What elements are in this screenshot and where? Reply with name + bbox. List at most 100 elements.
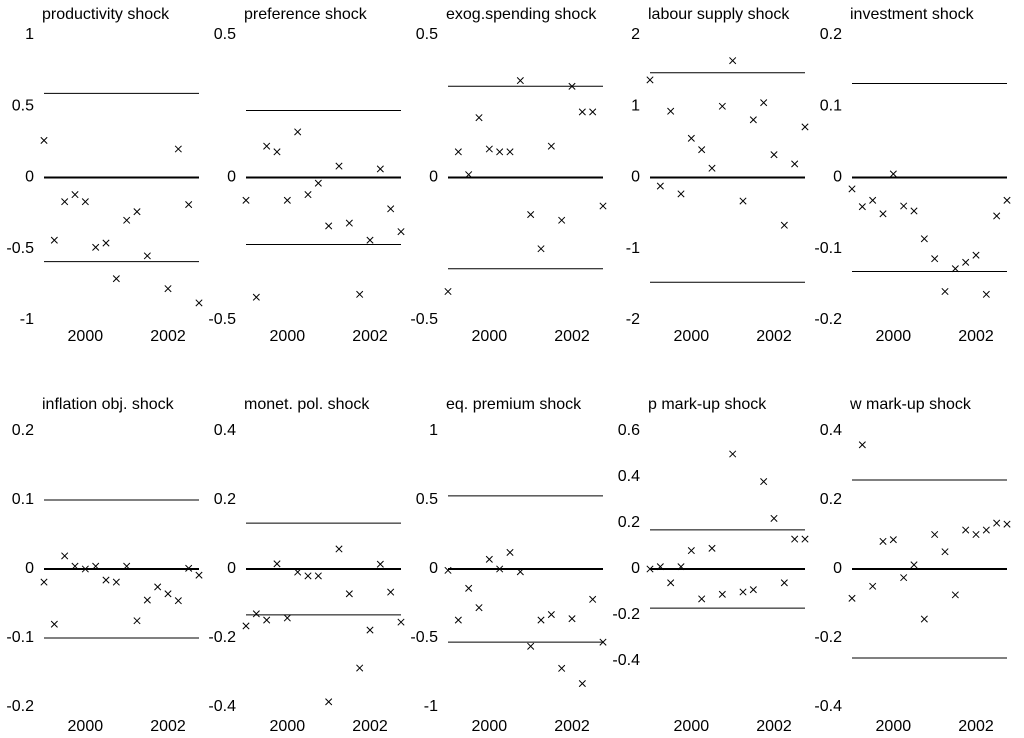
panel-title: productivity shock: [42, 6, 170, 23]
panel: p mark-up shock -0.4 -0.2 0 0.2 0.4 0.6 2000 200…: [612, 396, 809, 735]
marker: [325, 698, 333, 706]
marker: [185, 564, 193, 572]
marker: [718, 102, 726, 110]
marker: [848, 594, 856, 602]
y-tick-label: 0: [227, 169, 236, 186]
panel: labour supply shock -2 -1 0 1 2 2000 2002: [626, 6, 809, 345]
marker: [687, 134, 695, 142]
marker: [356, 664, 364, 672]
marker: [708, 544, 716, 552]
y-tick-label: 1: [631, 97, 640, 114]
marker: [858, 441, 866, 449]
marker: [242, 196, 250, 204]
marker: [667, 579, 675, 587]
marker: [920, 615, 928, 623]
marker: [366, 236, 374, 244]
panel-title: exog.spending shock: [446, 6, 597, 23]
marker: [677, 190, 685, 198]
marker: [931, 530, 939, 539]
marker: [879, 210, 887, 218]
marker: [780, 221, 788, 229]
marker: [50, 620, 58, 628]
panel: inflation obj. shock -0.2 -0.1 0 0.1 0.2 2000 2…: [6, 396, 203, 735]
panel-title: labour supply shock: [648, 6, 790, 23]
marker: [931, 255, 939, 263]
y-tick-label: 0.4: [618, 468, 640, 485]
marker: [304, 572, 312, 580]
marker: [40, 136, 48, 145]
x-tick-label: 2000: [472, 328, 508, 345]
marker: [81, 565, 89, 573]
marker: [578, 679, 586, 688]
marker: [760, 478, 768, 486]
marker: [387, 588, 395, 596]
marker: [729, 57, 737, 65]
marker: [496, 565, 504, 573]
y-tick-label: -0.2: [814, 311, 842, 328]
marker: [568, 82, 576, 90]
y-tick-label: 0.5: [214, 26, 236, 43]
marker: [547, 610, 555, 619]
marker: [770, 514, 778, 522]
marker: [972, 530, 980, 539]
marker: [112, 578, 120, 586]
marker: [951, 591, 959, 599]
marker: [729, 450, 737, 458]
marker: [123, 562, 131, 570]
marker: [900, 574, 908, 582]
marker: [749, 116, 757, 124]
x-tick-label: 2002: [554, 328, 590, 345]
marker: [143, 596, 151, 604]
marker: [397, 618, 405, 626]
marker: [164, 590, 172, 598]
panel: monet. pol. shock -0.4 -0.2 0 0.2 0.4 2000 2002: [208, 396, 405, 735]
marker: [475, 604, 483, 612]
marker: [133, 208, 141, 216]
marker: [123, 216, 131, 224]
y-tick-label: -0.5: [208, 311, 236, 328]
panel: eq. premium shock -1 -0.5 0 0.5 1 2000 2002: [410, 396, 607, 735]
marker: [376, 560, 384, 568]
panel: preference shock -0.5 0 0.5 2000 2002: [208, 6, 405, 345]
marker: [81, 198, 89, 206]
marker: [485, 555, 493, 563]
marker: [900, 202, 908, 210]
x-tick-label: 2000: [674, 328, 710, 345]
marker: [465, 171, 473, 179]
marker: [273, 560, 281, 568]
marker: [133, 617, 141, 625]
x-tick-label: 2002: [756, 718, 792, 735]
marker: [102, 239, 110, 247]
marker: [444, 287, 452, 296]
marker: [791, 535, 799, 543]
marker: [677, 563, 685, 571]
y-tick-label: 0: [833, 169, 842, 186]
marker: [516, 77, 524, 85]
panel-title: p mark-up shock: [648, 396, 767, 413]
marker: [848, 185, 856, 193]
marker: [304, 191, 312, 199]
panel: productivity shock -1 -0.5 0 0.5 1 2000 2002: [6, 6, 203, 345]
marker: [739, 588, 747, 596]
marker: [465, 584, 473, 592]
y-tick-label: -0.4: [208, 698, 236, 715]
marker: [92, 243, 100, 251]
marker: [869, 582, 877, 590]
marker: [718, 590, 726, 598]
marker: [889, 170, 897, 178]
y-tick-label: -0.5: [410, 311, 438, 328]
marker: [993, 212, 1001, 220]
marker: [195, 299, 203, 307]
marker: [345, 219, 353, 227]
y-tick-label: 0.6: [618, 422, 640, 439]
marker: [951, 265, 959, 273]
marker: [475, 114, 483, 122]
marker: [558, 664, 566, 672]
marker: [646, 76, 654, 84]
y-tick-label: 0.2: [618, 514, 640, 531]
y-tick-label: -0.5: [6, 240, 34, 257]
y-tick-label: 1: [25, 26, 34, 43]
y-tick-label: -1: [626, 240, 640, 257]
marker: [92, 562, 100, 570]
marker: [454, 148, 462, 156]
